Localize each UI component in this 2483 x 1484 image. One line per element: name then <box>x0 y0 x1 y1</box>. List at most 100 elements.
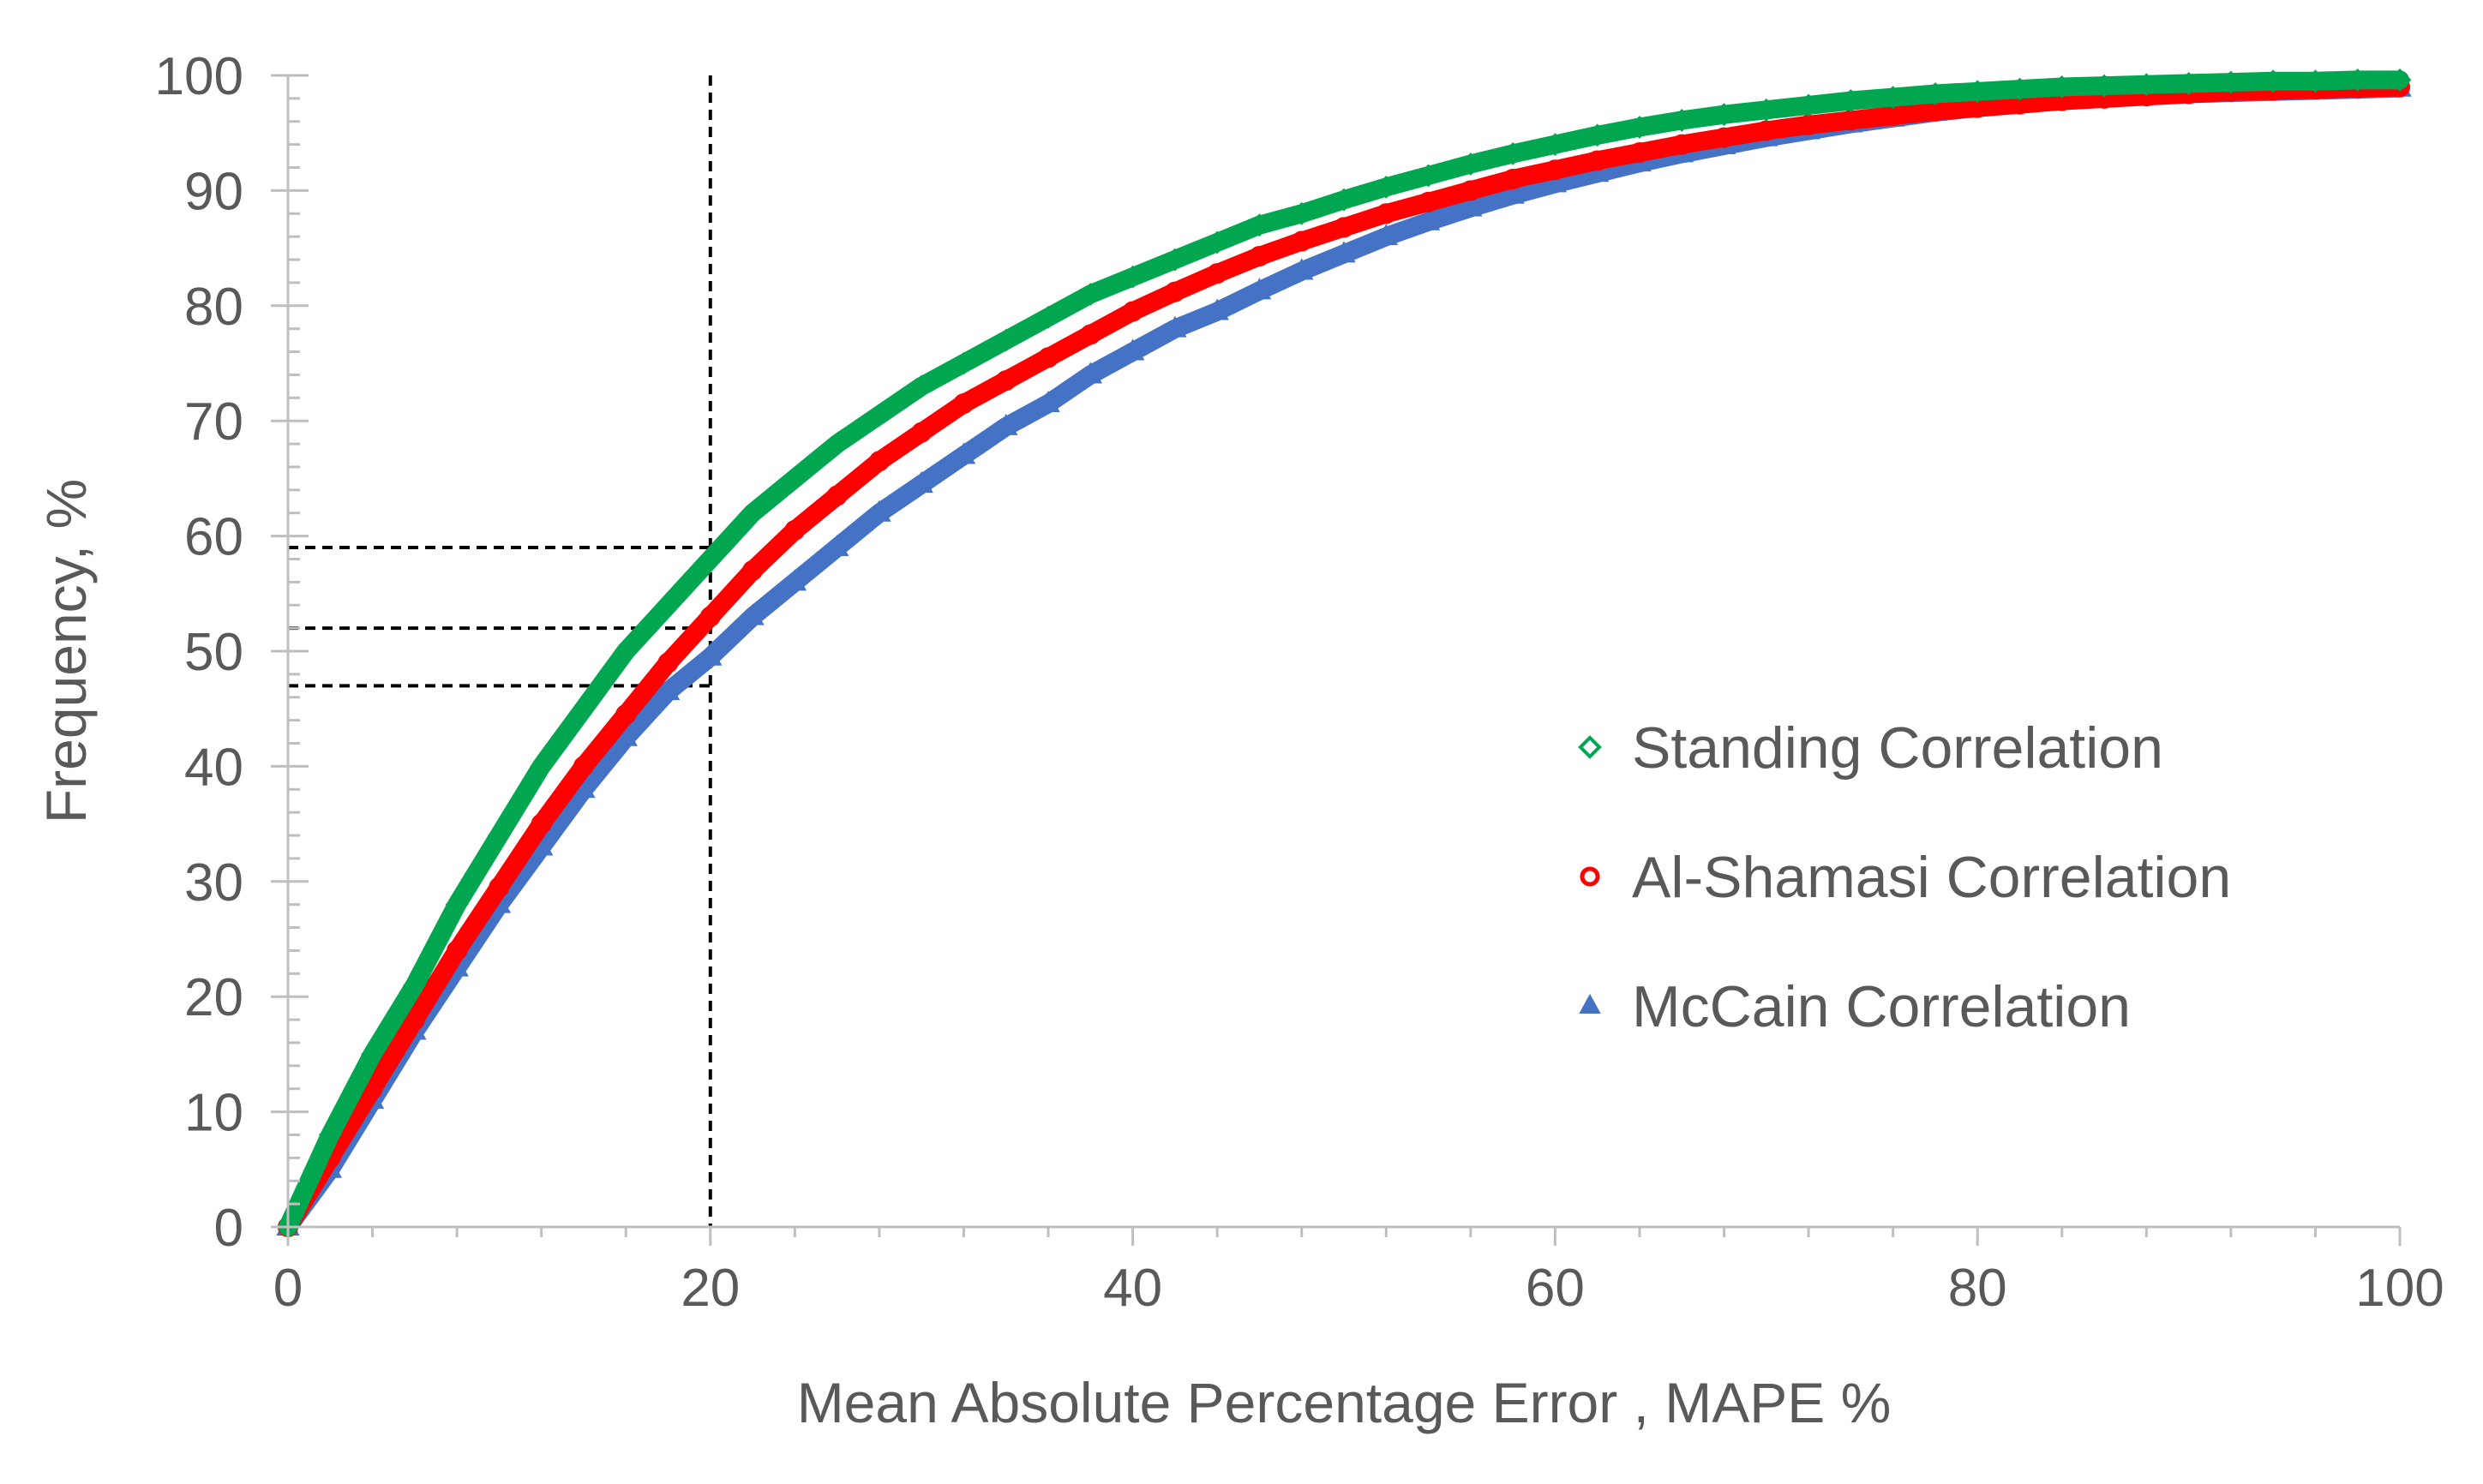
y-tick-label: 40 <box>184 738 243 797</box>
data-point <box>2388 68 2412 92</box>
data-point <box>909 471 933 494</box>
data-point <box>1586 123 1610 147</box>
x-tick-label: 40 <box>1103 1259 1162 1318</box>
legend-label: Standing Correlation <box>1632 715 2163 781</box>
data-point <box>1078 282 1102 306</box>
data-point <box>1038 347 1059 368</box>
data-point <box>1882 105 1904 127</box>
legend-label: McCain Correlation <box>1632 974 2131 1039</box>
data-point <box>2050 75 2074 99</box>
data-point <box>1543 133 1567 157</box>
data-point <box>1036 390 1060 413</box>
data-point <box>1248 213 1271 237</box>
y-tick-label: 30 <box>184 853 243 913</box>
data-point <box>1586 150 1608 171</box>
data-point <box>1712 103 1736 127</box>
data-point <box>1122 301 1143 322</box>
data-point <box>1502 168 1524 189</box>
data-point <box>1798 114 1820 135</box>
data-point <box>614 639 638 663</box>
y-tick-label: 60 <box>184 508 243 567</box>
data-point <box>572 697 596 721</box>
data-point <box>1460 180 1481 201</box>
data-point <box>2261 69 2285 93</box>
data-point <box>1205 298 1229 320</box>
data-point <box>573 756 594 777</box>
data-point <box>656 678 681 701</box>
y-tick-label: 0 <box>214 1199 243 1258</box>
data-point <box>2092 74 2116 98</box>
data-point <box>994 413 1018 435</box>
data-point <box>1628 142 1650 164</box>
data-point <box>1670 109 1694 132</box>
data-point <box>530 754 554 778</box>
data-point <box>2346 68 2370 92</box>
data-point <box>1838 89 1862 112</box>
data-point <box>614 724 638 746</box>
x-tick-label: 80 <box>1948 1259 2007 1318</box>
data-point <box>657 593 680 617</box>
data-point <box>1628 116 1652 139</box>
data-point <box>1247 278 1272 300</box>
data-point <box>1249 246 1270 267</box>
y-tick-label: 80 <box>184 278 243 337</box>
y-tick-label: 50 <box>184 623 243 682</box>
data-point <box>1417 164 1440 188</box>
legend-item: Standing Correlation <box>1578 715 2163 781</box>
data-point <box>699 606 721 627</box>
legend-item: Al-Shamasi Correlation <box>1580 845 2231 910</box>
data-point <box>2177 71 2201 95</box>
data-point <box>1120 338 1145 361</box>
legend-label: Al-Shamasi Correlation <box>1632 845 2231 910</box>
series-al-shamasi-correlation <box>278 76 2410 1237</box>
data-point <box>1754 98 1778 122</box>
data-point <box>783 466 807 490</box>
data-point <box>953 393 975 415</box>
data-point <box>615 703 637 725</box>
data-point <box>1376 203 1397 224</box>
y-tick-label: 100 <box>155 47 243 106</box>
x-tick-label: 20 <box>681 1259 740 1318</box>
data-point <box>1080 324 1101 345</box>
data-point <box>1332 241 1356 263</box>
data-point <box>994 328 1018 352</box>
y-tick-label: 90 <box>184 162 243 221</box>
data-point <box>1121 265 1145 289</box>
legend-triangle-marker <box>1579 993 1601 1014</box>
data-point <box>1501 182 1525 204</box>
data-point <box>1671 134 1693 155</box>
data-point <box>2219 70 2243 94</box>
data-point <box>825 534 849 557</box>
data-point <box>1543 171 1568 193</box>
data-point <box>403 973 427 997</box>
data-point <box>741 501 765 525</box>
data-point <box>867 500 891 522</box>
ticks-layer: 0 20 40 60 80 100 0 10 20 30 40 50 60 70 80 90 100 <box>155 47 2444 1318</box>
x-tick-label: 100 <box>2355 1259 2444 1318</box>
data-point <box>1036 305 1060 329</box>
data-point <box>741 603 765 625</box>
data-point <box>867 404 891 427</box>
data-point <box>825 432 849 456</box>
legend: Standing Correlation Al-Shamasi Correlati… <box>1578 715 2231 1039</box>
data-point <box>2134 73 2158 97</box>
data-point <box>1207 263 1228 284</box>
data-point <box>1459 153 1483 176</box>
data-point <box>699 643 723 666</box>
y-tick-label: 10 <box>184 1084 243 1143</box>
data-point <box>1459 194 1483 217</box>
data-point <box>1755 120 1777 141</box>
data-point <box>1205 230 1229 254</box>
y-tick-label: 20 <box>184 968 243 1027</box>
data-point <box>318 1123 342 1146</box>
data-point <box>1078 362 1103 384</box>
data-point <box>404 1009 425 1031</box>
data-point <box>1713 127 1735 148</box>
data-point <box>1374 224 1398 246</box>
data-point <box>1501 141 1525 165</box>
data-point <box>909 374 933 398</box>
y-tick-label: 70 <box>184 392 243 452</box>
data-point <box>742 559 764 581</box>
